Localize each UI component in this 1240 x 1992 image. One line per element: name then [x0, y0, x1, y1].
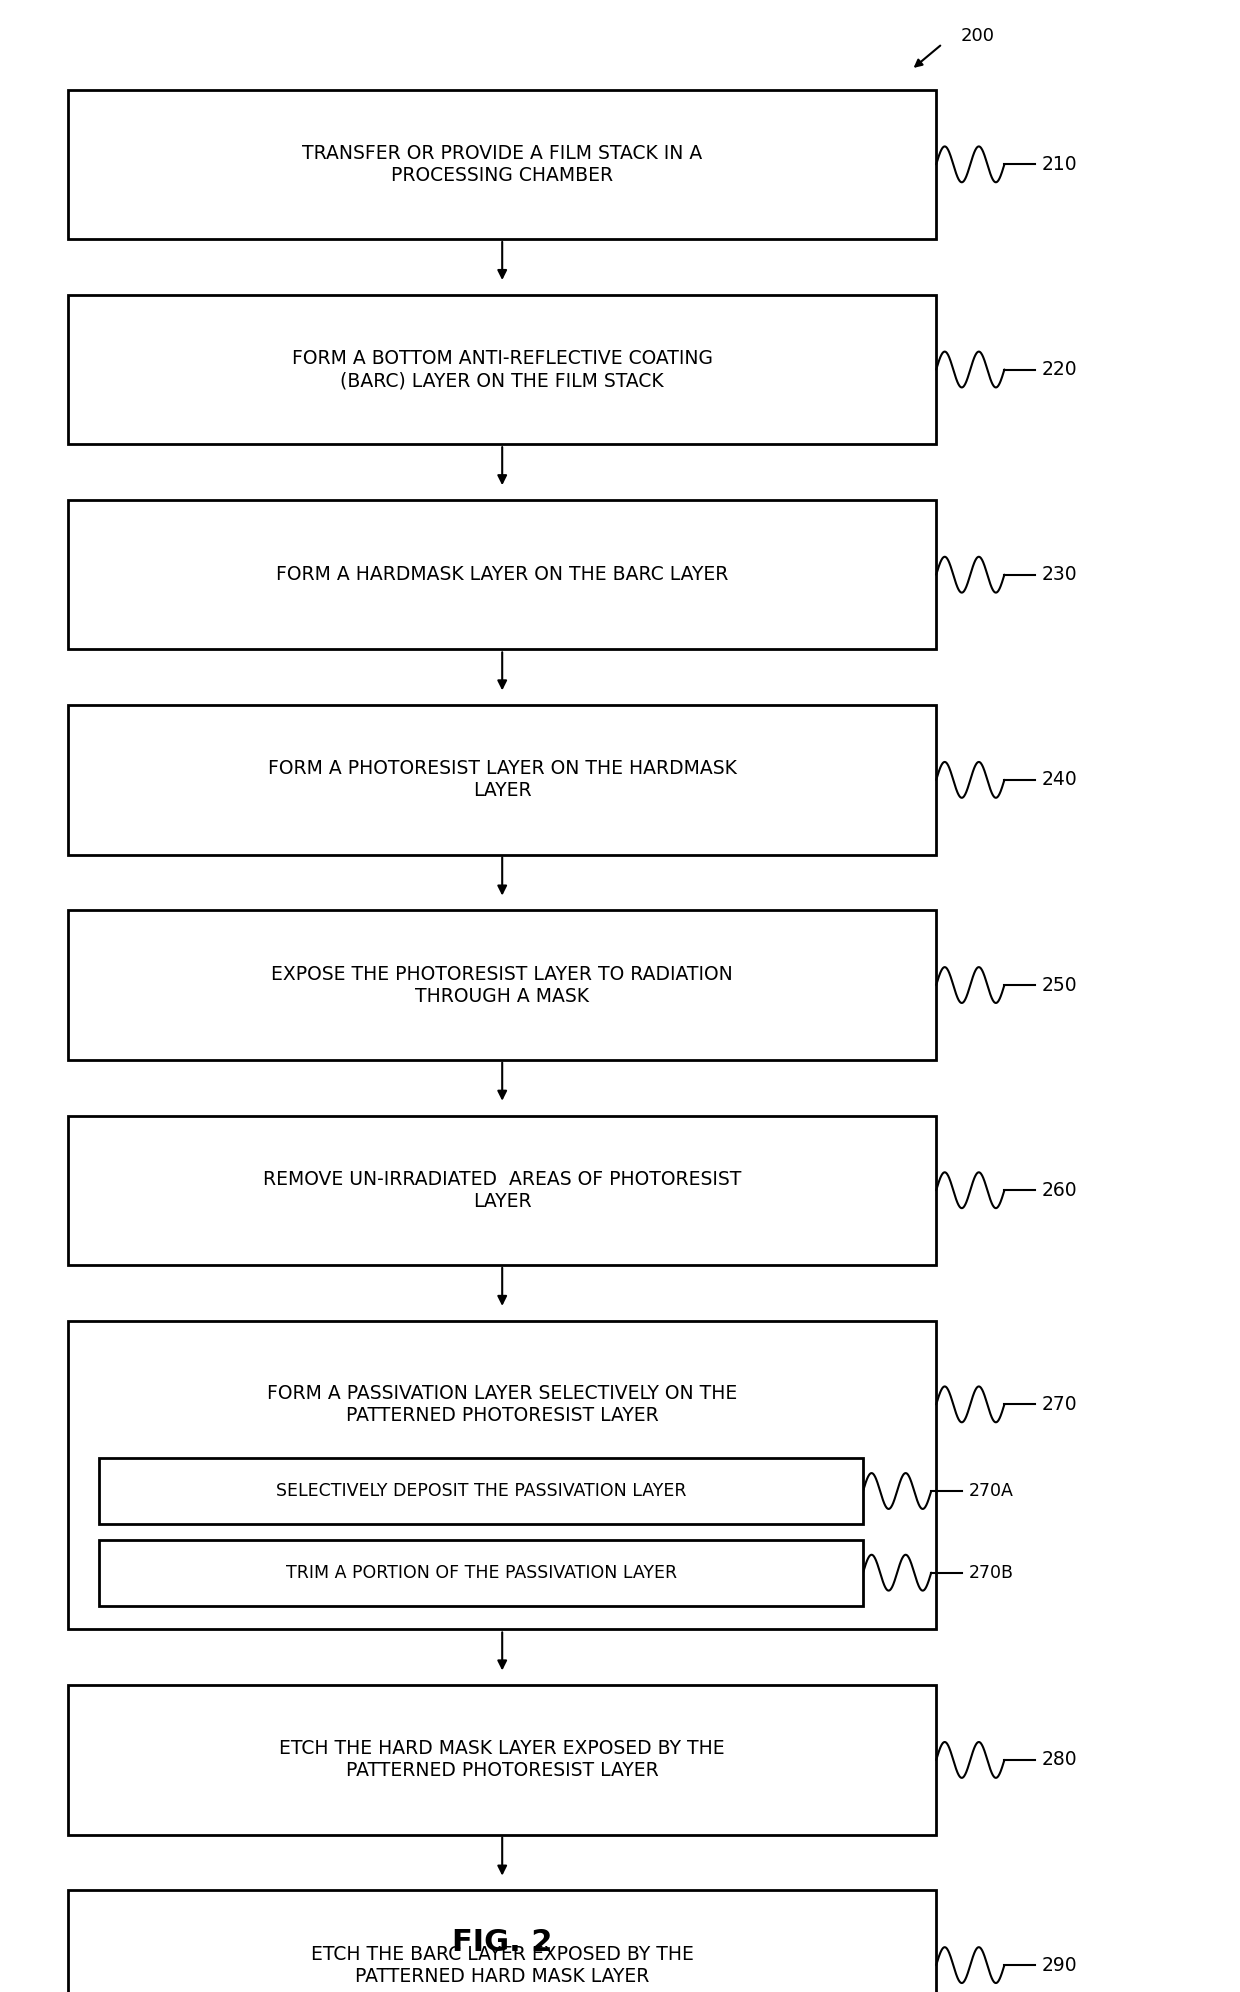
FancyBboxPatch shape [68, 295, 936, 444]
Text: TRIM A PORTION OF THE PASSIVATION LAYER: TRIM A PORTION OF THE PASSIVATION LAYER [285, 1564, 677, 1582]
FancyBboxPatch shape [68, 910, 936, 1060]
Text: 220: 220 [1042, 361, 1078, 378]
Text: FIG. 2: FIG. 2 [451, 1928, 553, 1956]
Text: 250: 250 [1042, 976, 1078, 994]
Text: 280: 280 [1042, 1751, 1078, 1769]
FancyBboxPatch shape [68, 1685, 936, 1835]
Text: 210: 210 [1042, 155, 1078, 173]
FancyBboxPatch shape [68, 500, 936, 649]
Text: EXPOSE THE PHOTORESIST LAYER TO RADIATION
THROUGH A MASK: EXPOSE THE PHOTORESIST LAYER TO RADIATIO… [272, 964, 733, 1006]
Text: ETCH THE HARD MASK LAYER EXPOSED BY THE
PATTERNED PHOTORESIST LAYER: ETCH THE HARD MASK LAYER EXPOSED BY THE … [279, 1739, 725, 1781]
FancyBboxPatch shape [68, 1116, 936, 1265]
FancyBboxPatch shape [99, 1458, 863, 1524]
Text: 270A: 270A [968, 1482, 1013, 1500]
Text: 290: 290 [1042, 1956, 1078, 1974]
Text: 200: 200 [961, 26, 994, 46]
Text: FORM A PASSIVATION LAYER SELECTIVELY ON THE
PATTERNED PHOTORESIST LAYER: FORM A PASSIVATION LAYER SELECTIVELY ON … [267, 1384, 738, 1424]
FancyBboxPatch shape [68, 1890, 936, 1992]
FancyBboxPatch shape [99, 1540, 863, 1606]
Text: FORM A HARDMASK LAYER ON THE BARC LAYER: FORM A HARDMASK LAYER ON THE BARC LAYER [277, 566, 728, 584]
Text: 260: 260 [1042, 1181, 1078, 1199]
Text: TRANSFER OR PROVIDE A FILM STACK IN A
PROCESSING CHAMBER: TRANSFER OR PROVIDE A FILM STACK IN A PR… [303, 143, 702, 185]
Text: REMOVE UN-IRRADIATED  AREAS OF PHOTORESIST
LAYER: REMOVE UN-IRRADIATED AREAS OF PHOTORESIS… [263, 1169, 742, 1211]
FancyBboxPatch shape [68, 705, 936, 855]
FancyBboxPatch shape [68, 90, 936, 239]
Text: 270: 270 [1042, 1394, 1078, 1414]
Text: 270B: 270B [968, 1564, 1013, 1582]
Text: SELECTIVELY DEPOSIT THE PASSIVATION LAYER: SELECTIVELY DEPOSIT THE PASSIVATION LAYE… [275, 1482, 687, 1500]
Text: ETCH THE BARC LAYER EXPOSED BY THE
PATTERNED HARD MASK LAYER: ETCH THE BARC LAYER EXPOSED BY THE PATTE… [311, 1944, 693, 1986]
FancyBboxPatch shape [68, 1321, 936, 1629]
Text: 240: 240 [1042, 771, 1078, 789]
Text: FORM A PHOTORESIST LAYER ON THE HARDMASK
LAYER: FORM A PHOTORESIST LAYER ON THE HARDMASK… [268, 759, 737, 801]
Text: FORM A BOTTOM ANTI-REFLECTIVE COATING
(BARC) LAYER ON THE FILM STACK: FORM A BOTTOM ANTI-REFLECTIVE COATING (B… [291, 349, 713, 390]
Text: 230: 230 [1042, 566, 1078, 584]
